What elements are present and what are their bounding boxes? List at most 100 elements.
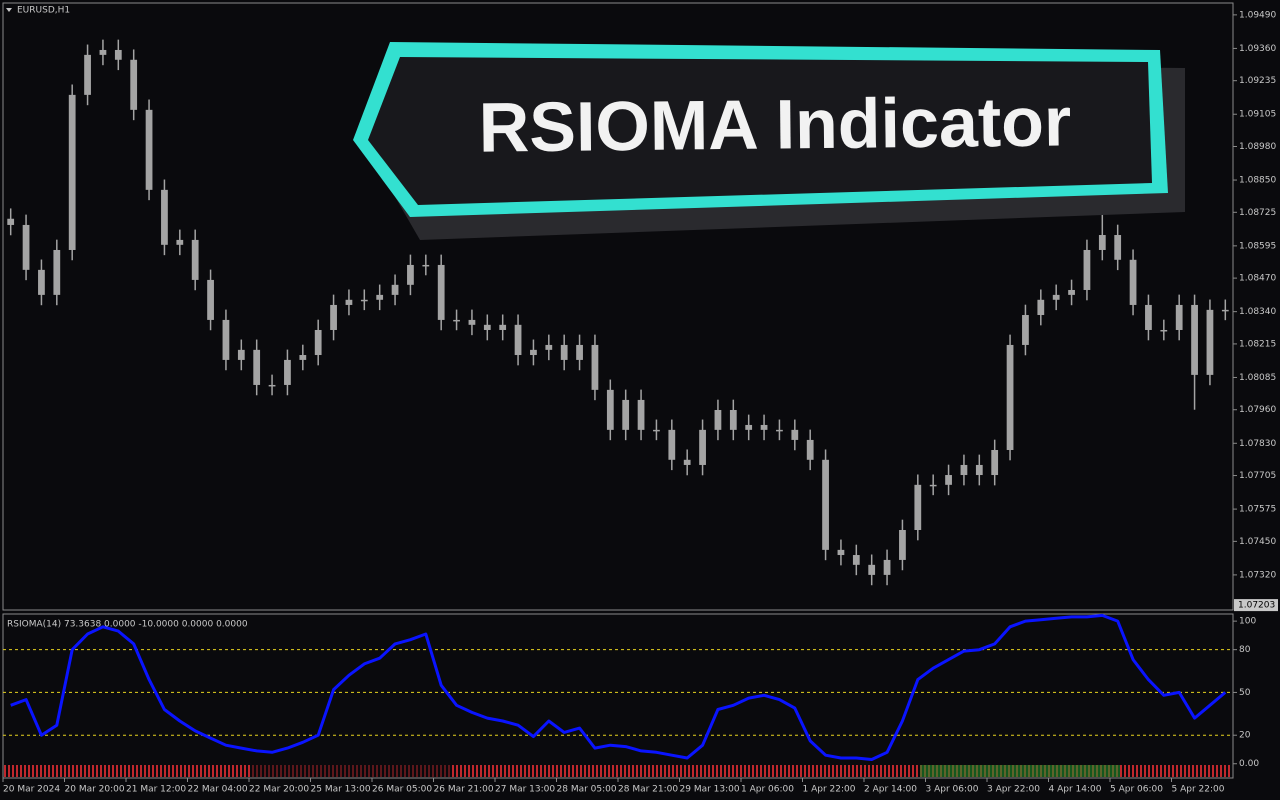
candle-body <box>53 249 61 295</box>
candle-body <box>1129 259 1137 305</box>
x-tick-label: 1 Apr 22:00 <box>803 785 856 795</box>
y-tick-label: 0.00 <box>1239 759 1259 769</box>
y-tick-label: 1.07705 <box>1239 471 1276 481</box>
price-label: 1.07203 <box>1238 601 1275 611</box>
candle-body <box>284 359 291 385</box>
y-tick-label: 1.09490 <box>1239 10 1276 20</box>
y-tick-label: 1.08595 <box>1239 241 1276 251</box>
banner-title: RSIOMA Indicator <box>478 82 1071 166</box>
y-tick-label: 1.07830 <box>1239 439 1276 449</box>
x-tick-label: 20 Mar 20:00 <box>65 785 125 795</box>
candle-body <box>852 555 860 565</box>
candle-body <box>1221 309 1229 312</box>
banner: RSIOMA Indicator <box>353 42 1185 240</box>
candle-body <box>699 429 706 465</box>
y-tick-label: 1.08980 <box>1239 142 1276 152</box>
indicator-title: RSIOMA(14) 73.3638 0.0000 -10.0000 0.000… <box>7 620 248 630</box>
candle-body <box>822 459 829 550</box>
candle-body <box>1098 235 1106 250</box>
candle-body <box>714 409 722 430</box>
candle-body <box>422 264 430 267</box>
x-tick-label: 5 Apr 06:00 <box>1110 785 1163 795</box>
candle-body <box>899 529 906 560</box>
candle-body <box>1114 235 1122 260</box>
signal-strip-mix <box>250 765 450 777</box>
candle-body <box>837 549 845 556</box>
candle-body <box>345 299 353 305</box>
candle-body <box>391 284 399 295</box>
candle-body <box>637 399 645 430</box>
candle-body <box>1052 294 1060 300</box>
candle-body <box>960 464 968 476</box>
banner-body <box>368 57 1152 205</box>
y-tick-label: 50 <box>1239 688 1251 698</box>
x-tick-label: 28 Mar 21:00 <box>618 785 678 795</box>
main-frame <box>2 2 1234 611</box>
candle-body <box>545 344 553 350</box>
candle-body <box>314 329 322 356</box>
candle-body <box>729 409 737 430</box>
candle-body <box>468 319 476 325</box>
candle-body <box>145 109 153 190</box>
x-tick-label: 26 Mar 21:00 <box>434 785 494 795</box>
x-tick-label: 4 Apr 14:00 <box>1049 785 1102 795</box>
y-tick-label: 80 <box>1239 645 1251 655</box>
y-tick-label: 1.08725 <box>1239 208 1276 218</box>
y-tick-label: 1.08470 <box>1239 274 1276 284</box>
x-tick-label: 21 Mar 12:00 <box>126 785 186 795</box>
candle-body <box>407 264 414 285</box>
candle-body <box>499 324 507 330</box>
x-tick-label: 22 Mar 04:00 <box>188 785 248 795</box>
x-tick-label: 5 Apr 22:00 <box>1172 785 1225 795</box>
y-tick-label: 1.09105 <box>1239 110 1276 120</box>
candle-body <box>376 294 384 300</box>
candle-body <box>84 54 91 95</box>
candle-body <box>868 564 876 575</box>
y-tick-label: 20 <box>1239 731 1251 741</box>
y-tick-label: 1.09360 <box>1239 44 1276 54</box>
candle-body <box>776 429 783 432</box>
x-tick-label: 1 Apr 06:00 <box>741 785 794 795</box>
candle-body <box>1022 315 1029 345</box>
candle-body <box>991 449 999 476</box>
candle-body <box>99 49 107 55</box>
candle-body <box>437 264 445 320</box>
candle-body <box>1160 329 1168 332</box>
y-tick-label: 1.07320 <box>1239 570 1276 580</box>
x-tick-label: 3 Apr 06:00 <box>926 785 979 795</box>
candle-body <box>191 239 199 280</box>
x-tick-label: 3 Apr 22:00 <box>987 785 1040 795</box>
candle-body <box>914 484 922 530</box>
candle-body <box>130 59 138 110</box>
candle-body <box>883 559 891 575</box>
candle-body <box>1175 304 1183 330</box>
symbol-label: EURUSD,H1 <box>17 6 70 16</box>
candle-body <box>253 349 261 385</box>
candle-body <box>268 384 276 387</box>
indicator-frame <box>2 613 1234 779</box>
candle-body <box>176 239 184 245</box>
rsioma-line <box>10 613 1227 761</box>
candle-body <box>975 464 983 476</box>
x-tick-label: 20 Mar 2024 <box>3 785 60 795</box>
candle-body <box>38 269 45 295</box>
candle-body <box>606 389 614 430</box>
x-tick-label: 29 Mar 13:00 <box>680 785 740 795</box>
candle-body <box>7 218 15 225</box>
candle-body <box>760 424 768 430</box>
candle-body <box>591 344 599 390</box>
plot: 1.09490 1.09360 1.09235 1.09105 1.08980 1.088… <box>3 10 1278 769</box>
candle-body <box>1145 304 1152 330</box>
y-tick-label: 1.08085 <box>1239 373 1276 383</box>
candle-body <box>114 49 122 60</box>
y-tick-label: 1.08215 <box>1239 339 1276 349</box>
candle-body <box>222 319 230 360</box>
candle-body <box>1006 344 1014 450</box>
x-tick-label: 28 Mar 05:00 <box>557 785 617 795</box>
candle-body <box>622 399 630 430</box>
candle-body <box>237 349 245 360</box>
candle-body <box>299 355 307 360</box>
candle-body <box>653 429 660 432</box>
candle-body <box>1037 299 1045 316</box>
x-tick-label: 25 Mar 13:00 <box>311 785 371 795</box>
